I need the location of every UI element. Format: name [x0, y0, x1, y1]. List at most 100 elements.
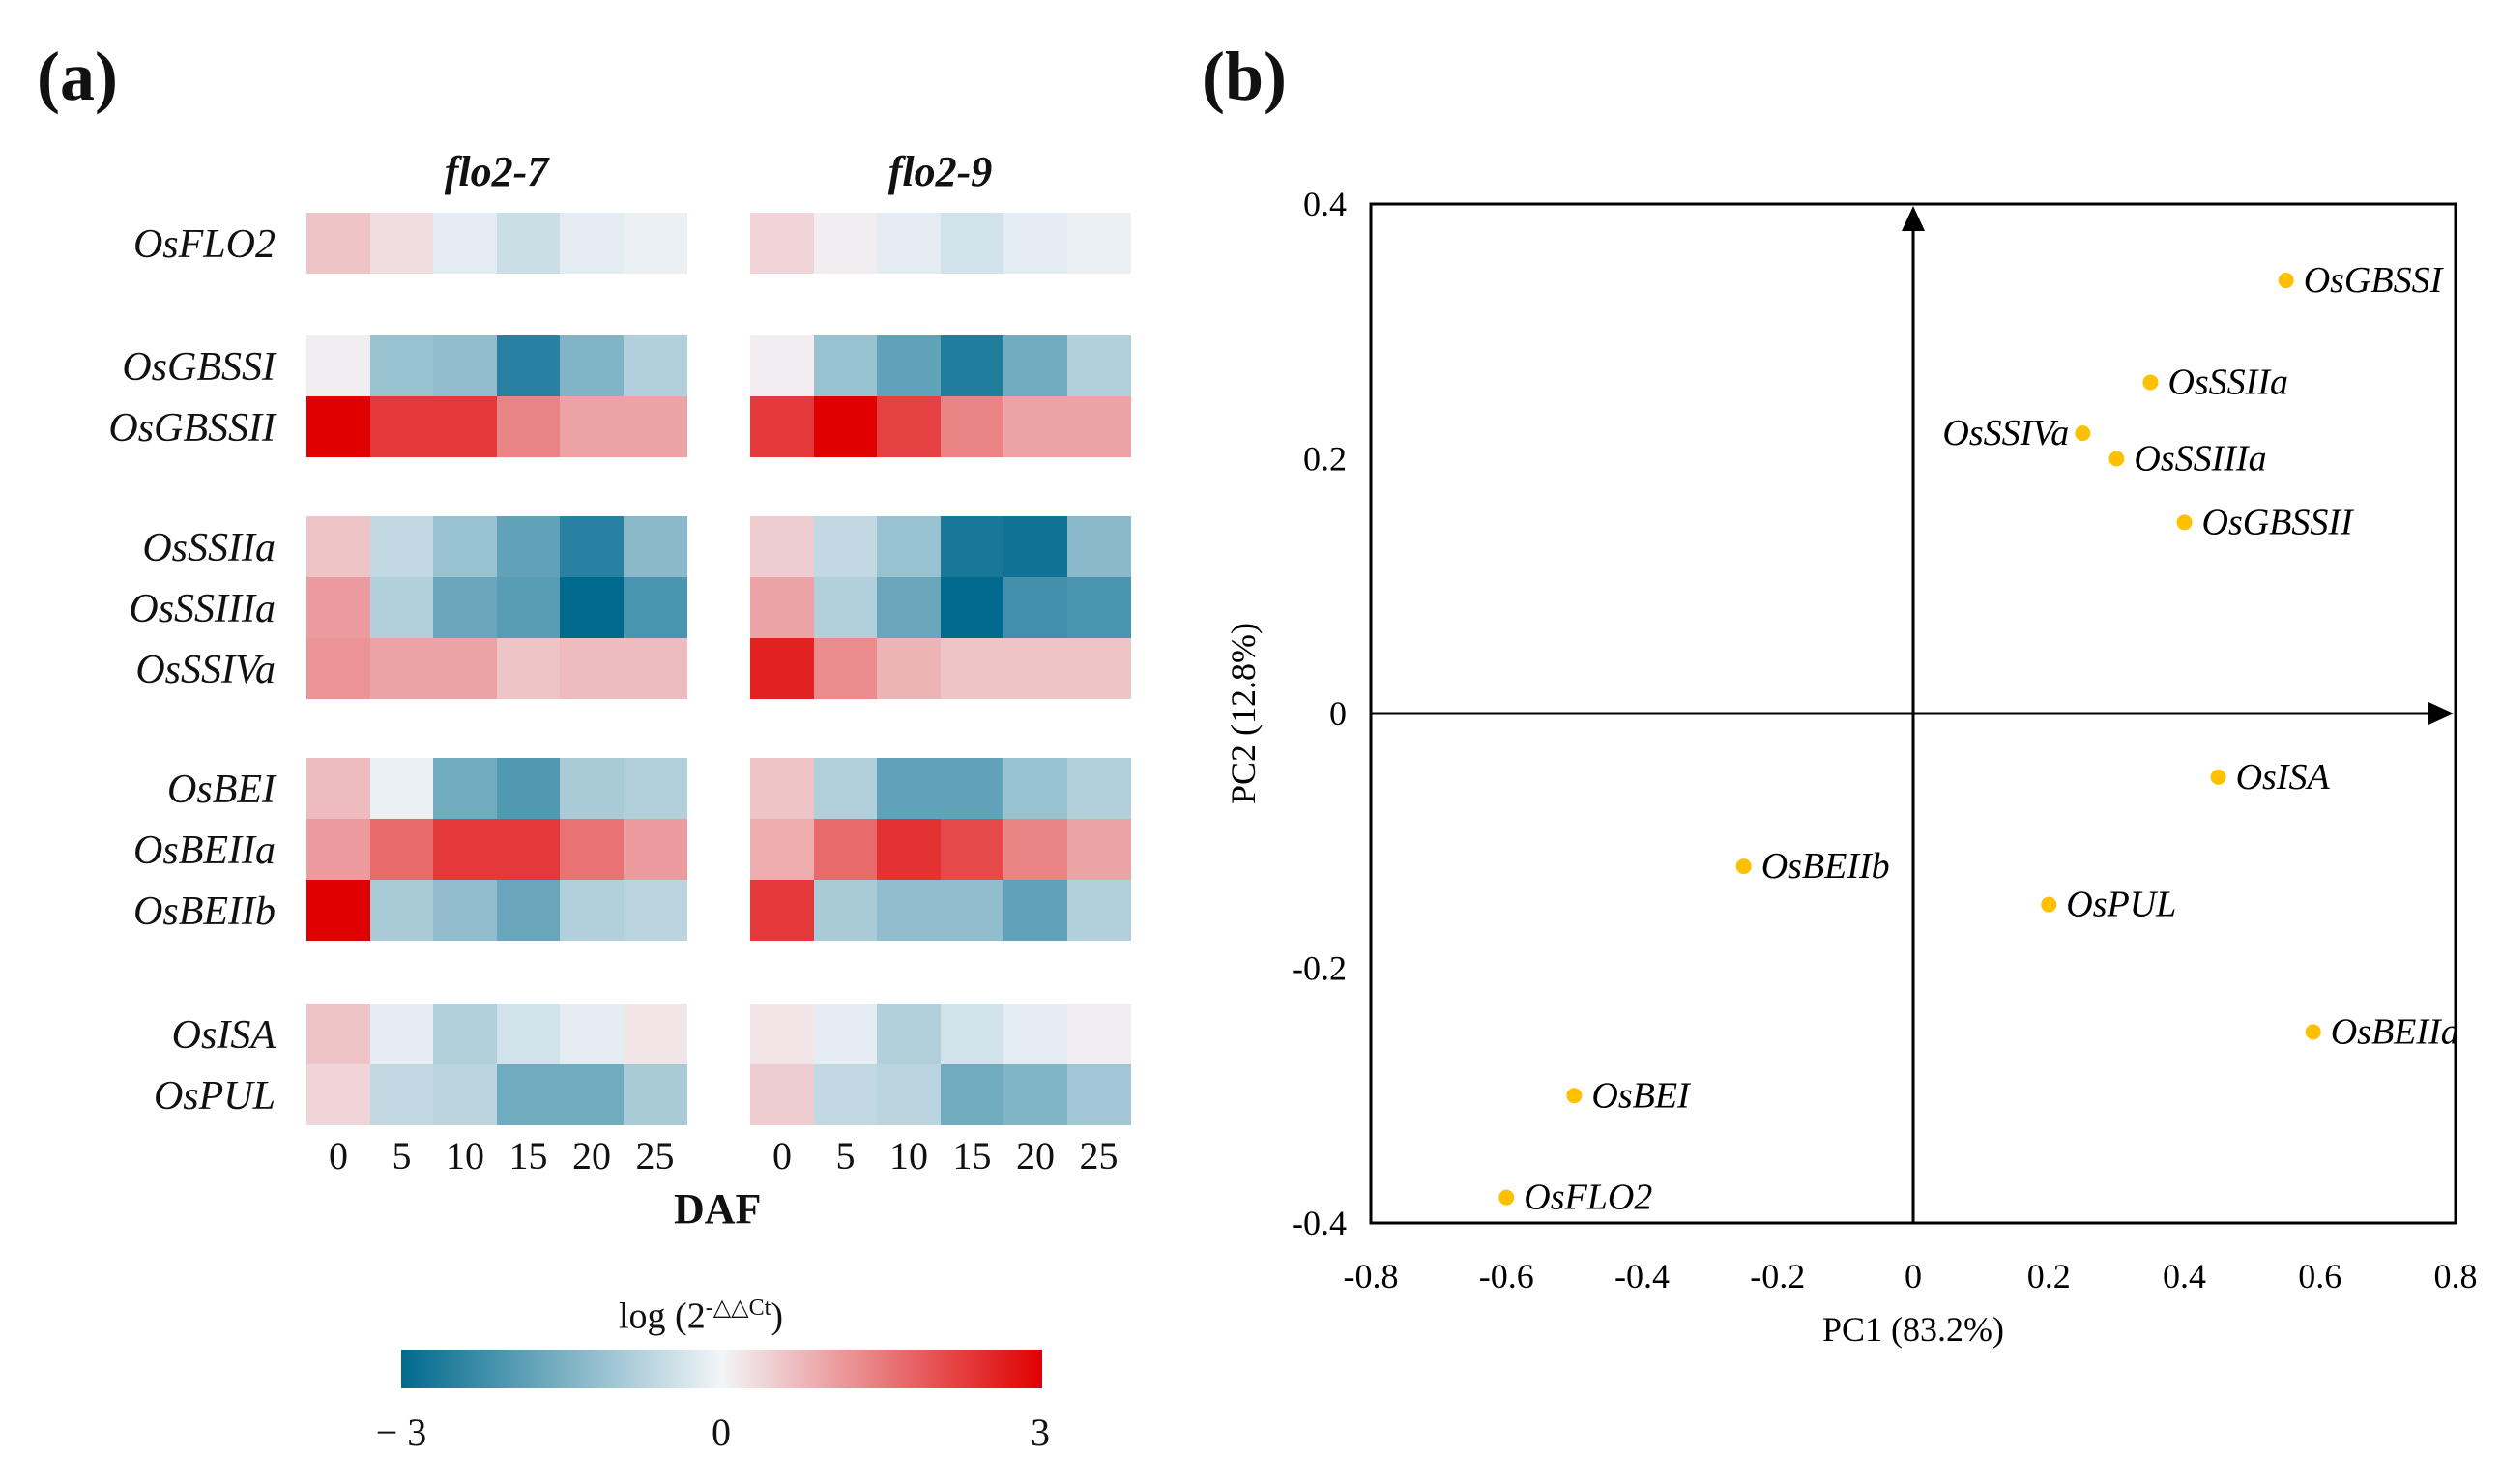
heatmap-cell	[1003, 819, 1067, 880]
heatmap-cell	[496, 396, 561, 457]
point-label: OsSSIVa	[1942, 413, 2069, 453]
heatmap-cell	[940, 638, 1004, 699]
x-tick-label: 0.2	[2027, 1257, 2071, 1295]
x-tick-label: -0.4	[1614, 1257, 1670, 1295]
point-label: OsBEIIb	[1761, 846, 1890, 887]
heatmap-cell	[560, 819, 624, 880]
x-tick-label: 0	[329, 1134, 348, 1178]
heatmap-cell	[623, 819, 687, 880]
data-point	[1735, 858, 1752, 875]
heatmap-cell	[940, 577, 1004, 638]
heatmap-cell	[306, 396, 370, 457]
heatmap-cell	[750, 880, 814, 941]
heatmap-cell	[877, 213, 941, 274]
heatmap-cell	[1066, 1004, 1131, 1064]
colorbar-tick-min: − 3	[375, 1411, 427, 1454]
heatmap-cell	[940, 758, 1004, 819]
heatmap-cell	[369, 1064, 434, 1125]
heatmap-cell	[496, 577, 561, 638]
heatmap-cell	[1066, 638, 1131, 699]
heatmap-cell	[1003, 1004, 1067, 1064]
heatmap-cell	[877, 1064, 941, 1125]
heatmap-cell	[813, 1064, 878, 1125]
heatmap-cell	[1003, 213, 1067, 274]
x-tick-label: -0.2	[1750, 1257, 1805, 1295]
heatmap-cell	[433, 1004, 497, 1064]
heatmap-cell	[1003, 396, 1067, 457]
x-tick-label: 15	[952, 1134, 992, 1178]
x-tick-label: 0	[772, 1134, 792, 1178]
x-tick-label: 25	[635, 1134, 675, 1178]
point-label: OsGBSSII	[2202, 502, 2356, 542]
heatmap-cell	[940, 819, 1004, 880]
point-label: OsBEI	[1591, 1075, 1692, 1116]
heatmap-cell	[877, 396, 941, 457]
heatmap-cell	[496, 758, 561, 819]
heatmap-cell	[623, 758, 687, 819]
heatmap-cell	[1003, 638, 1067, 699]
heatmap-cell	[369, 213, 434, 274]
y-tick-label: -0.2	[1292, 949, 1347, 988]
heatmap-cell	[623, 213, 687, 274]
x-tick-label: 0.8	[2434, 1257, 2478, 1295]
heatmap-cell	[560, 758, 624, 819]
gene-label: OsSSIVa	[135, 648, 276, 692]
heatmap-cell	[623, 1064, 687, 1125]
heatmap-cell	[306, 516, 370, 577]
heatmap-cell	[306, 577, 370, 638]
colorbar	[401, 1350, 1042, 1388]
gene-label: OsSSIIIa	[129, 587, 276, 631]
heatmap-cell	[877, 758, 941, 819]
heatmap-cell	[1003, 577, 1067, 638]
data-point	[2176, 514, 2193, 531]
heatmap-cell	[433, 577, 497, 638]
colorbar-tick-max: 3	[1031, 1411, 1050, 1454]
gene-label: OsGBSSII	[108, 406, 276, 451]
heatmap-cell	[813, 638, 878, 699]
gene-label: OsGBSSI	[122, 345, 276, 390]
heatmap-cell	[560, 1004, 624, 1064]
heatmap-cell	[560, 880, 624, 941]
heatmap-cell	[306, 213, 370, 274]
point-label: OsISA	[2236, 757, 2331, 798]
heatmap-cell	[306, 819, 370, 880]
heatmap-cell	[369, 819, 434, 880]
x-axis-label: PC1 (83.2%)	[1822, 1310, 2004, 1349]
x-tick-label: 5	[392, 1134, 412, 1178]
y-axis-arrow-icon	[1902, 206, 1925, 231]
y-tick-label: 0	[1329, 694, 1347, 733]
heatmap-cell	[306, 335, 370, 396]
heatmap-cell	[433, 1064, 497, 1125]
heatmap-cell	[1003, 1064, 1067, 1125]
heatmap-cell	[1066, 396, 1131, 457]
heatmap-cell	[813, 1004, 878, 1064]
heatmap-cell	[877, 638, 941, 699]
strain-title: flo2-7	[444, 148, 549, 195]
heatmap-cell	[560, 1064, 624, 1125]
heatmap-cell	[306, 638, 370, 699]
heatmap-cell	[940, 396, 1004, 457]
heatmap-cell	[369, 516, 434, 577]
heatmap-cell	[1066, 516, 1131, 577]
heatmap-cell	[940, 516, 1004, 577]
x-axis-label-daf: DAF	[674, 1185, 762, 1233]
heatmap-cell	[813, 819, 878, 880]
y-tick-label: 0.2	[1303, 440, 1347, 479]
data-point	[2041, 896, 2057, 913]
x-tick-label: 20	[1016, 1134, 1055, 1178]
y-tick-label: 0.4	[1303, 185, 1347, 223]
x-tick-label: -0.8	[1344, 1257, 1399, 1295]
heatmap-cell	[877, 819, 941, 880]
heatmap-cell	[623, 516, 687, 577]
data-point	[2210, 769, 2226, 785]
heatmap-cell	[1003, 516, 1067, 577]
heatmap-cell	[433, 758, 497, 819]
heatmap-cell	[750, 758, 814, 819]
heatmap-cell	[1066, 819, 1131, 880]
x-tick-label: 10	[889, 1134, 928, 1178]
gene-label: OsFLO2	[132, 222, 276, 267]
heatmap-cell	[433, 396, 497, 457]
heatmap-cell	[1003, 758, 1067, 819]
heatmap-cell	[306, 758, 370, 819]
